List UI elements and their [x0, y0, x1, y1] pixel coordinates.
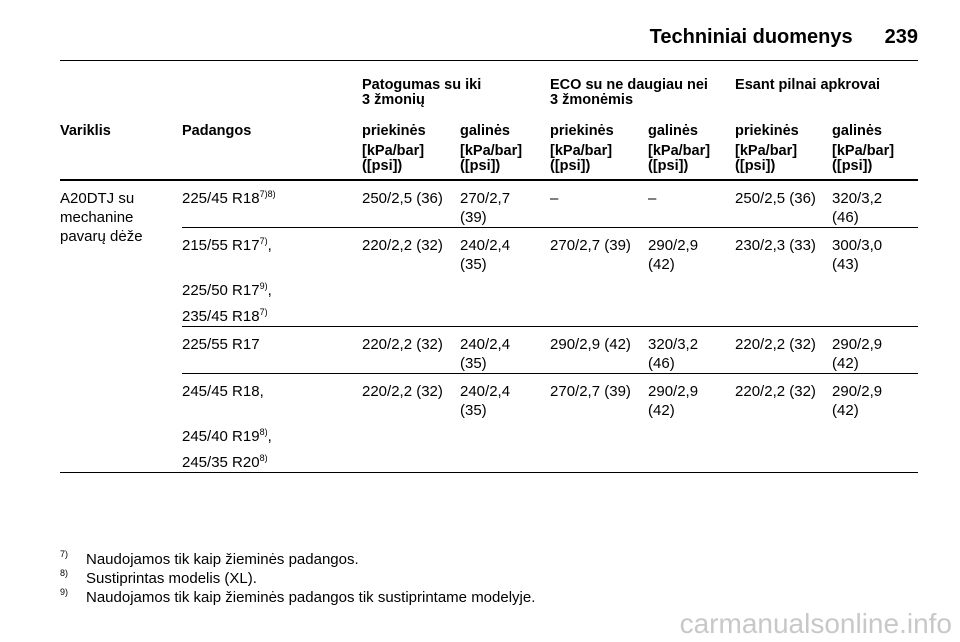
- footnote: 7) Naudojamos tik kaip žieminės padangos.: [60, 549, 359, 569]
- footnote-ref: 9): [259, 281, 268, 291]
- pressure-value: 270/2,7 (39): [460, 180, 551, 228]
- tire-size-text: 245/45 R18,: [182, 383, 264, 400]
- engine-cell: A20DTJ su mechanine pavarų dėže: [60, 180, 182, 473]
- page-number: 239: [884, 25, 918, 48]
- tire-size-text: 225/45 R18: [182, 190, 260, 207]
- pressure-value: –: [648, 180, 736, 228]
- header-row: Patogumas su iki 3 žmonių ECO su ne daugi…: [60, 78, 918, 124]
- group-header: Esant pilnai apkrovai: [735, 77, 881, 93]
- tire-size: 245/45 R18,: [182, 382, 362, 401]
- unit-header: [kPa/bar] ([psi]): [832, 144, 919, 181]
- empty-cell: [60, 78, 182, 124]
- footnote-ref: 8): [259, 453, 268, 463]
- footnote-ref: 7): [259, 236, 268, 246]
- table-row: 225/55 R17 220/2,2 (32) 240/2,4 (35) 290/2,…: [60, 326, 919, 374]
- column-header: priekinės: [735, 123, 799, 139]
- header-row: Variklis Padangos priekinės galinės priekinė…: [60, 124, 918, 144]
- tire-suffix: ,: [267, 428, 272, 445]
- footnote: 9) Naudojamos tik kaip žieminės padangos …: [60, 587, 536, 607]
- pressure-value: 250/2,5 (36): [362, 180, 460, 228]
- footnote-text: Sustiprintas modelis (XL).: [86, 570, 257, 587]
- page-header: Techniniai duomenys 239: [60, 14, 918, 61]
- tire-size-text: 225/55 R17: [182, 336, 260, 353]
- pressure-value: –: [550, 180, 649, 228]
- tire-suffix: ,: [267, 237, 272, 254]
- tire-cell: 225/55 R17: [182, 326, 362, 374]
- pressure-value: 290/2,9 (42): [648, 227, 736, 327]
- pressure-table: Patogumas su iki 3 žmonių ECO su ne daugi…: [60, 78, 919, 473]
- empty-cell: [182, 78, 362, 124]
- footnote-ref: 7): [259, 307, 268, 317]
- tire-size: 215/55 R177),: [182, 236, 362, 255]
- pressure-value: 240/2,4 (35): [460, 373, 551, 473]
- column-header: Padangos: [182, 123, 252, 139]
- footnote-ref: 8): [259, 427, 268, 437]
- table-row: 245/45 R18, 245/40 R198), 245/35 R208) 220/…: [60, 373, 919, 473]
- pressure-value: 290/2,9 (42): [832, 326, 919, 374]
- tire-size: 225/50 R179),: [182, 281, 362, 300]
- pressure-value: 290/2,9 (42): [648, 373, 736, 473]
- pressure-value: 290/2,9 (42): [832, 373, 919, 473]
- empty-cell: [182, 144, 362, 181]
- footnotes: 7) Naudojamos tik kaip žieminės padangos.…: [60, 550, 535, 607]
- unit-header: [kPa/bar] ([psi]): [735, 144, 833, 181]
- tire-size: 225/55 R17: [182, 335, 362, 354]
- tire-cell: 245/45 R18, 245/40 R198), 245/35 R208): [182, 373, 362, 473]
- pressure-value: 240/2,4 (35): [460, 227, 551, 327]
- tire-size: 245/40 R198),: [182, 427, 362, 446]
- column-header: galinės: [648, 123, 698, 139]
- tire-size: 225/45 R187)8): [182, 189, 362, 208]
- pressure-value: 240/2,4 (35): [460, 326, 551, 374]
- tire-size: 245/35 R208): [182, 453, 362, 472]
- footnote-text: Naudojamos tik kaip žieminės padangos ti…: [86, 589, 536, 606]
- tire-suffix: ,: [267, 282, 272, 299]
- footnote: 8) Sustiprintas modelis (XL).: [60, 568, 257, 588]
- pressure-value: 220/2,2 (32): [735, 373, 833, 473]
- pressure-value: 220/2,2 (32): [735, 326, 833, 374]
- pressure-value: 270/2,7 (39): [550, 227, 649, 327]
- empty-cell: [60, 144, 182, 181]
- tire-cell: 225/45 R187)8): [182, 180, 362, 228]
- pressure-value: 250/2,5 (36): [735, 180, 833, 228]
- tire-size-text: 245/35 R20: [182, 454, 260, 471]
- footnote-text: Naudojamos tik kaip žieminės padangos.: [86, 551, 359, 568]
- watermark: carmanualsonline.info: [679, 608, 952, 639]
- column-header: Variklis: [60, 123, 111, 139]
- pressure-value: 220/2,2 (32): [362, 227, 460, 327]
- tire-size: 235/45 R187): [182, 307, 362, 326]
- tire-size-text: 215/55 R17: [182, 237, 260, 254]
- header-title: Techniniai duomenys: [649, 25, 853, 48]
- unit-header: [kPa/bar] ([psi]): [648, 144, 736, 181]
- pressure-value: 290/2,9 (42): [550, 326, 649, 374]
- tire-size-text: 235/45 R18: [182, 308, 260, 325]
- unit-header: [kPa/bar] ([psi]): [460, 144, 551, 181]
- tire-size-text: 225/50 R17: [182, 282, 260, 299]
- table-row: 215/55 R177), 225/50 R179), 235/45 R187) 22…: [60, 227, 919, 327]
- column-header: galinės: [832, 123, 882, 139]
- table-row: A20DTJ su mechanine pavarų dėže 225/45 R1…: [60, 180, 919, 473]
- column-header: priekinės: [550, 123, 614, 139]
- pressure-value: 220/2,2 (32): [362, 326, 460, 374]
- group-header: Patogumas su iki 3 žmonių: [362, 77, 482, 108]
- pressure-value: 220/2,2 (32): [362, 373, 460, 473]
- footnote-ref: 7)8): [259, 189, 276, 199]
- unit-header: [kPa/bar] ([psi]): [550, 144, 649, 181]
- unit-header: [kPa/bar] ([psi]): [362, 144, 460, 181]
- pressure-value: 320/3,2 (46): [832, 180, 919, 228]
- group-header: ECO su ne daugiau nei 3 žmonėmis: [550, 77, 708, 108]
- tire-size-text: 245/40 R19: [182, 428, 260, 445]
- pressure-value: 320/3,2 (46): [648, 326, 736, 374]
- column-header: priekinės: [362, 123, 426, 139]
- pressure-value: 230/2,3 (33): [735, 227, 833, 327]
- pressure-value: 300/3,0 (43): [832, 227, 919, 327]
- column-header: galinės: [460, 123, 510, 139]
- pressure-value: 270/2,7 (39): [550, 373, 649, 473]
- tire-cell: 215/55 R177), 225/50 R179), 235/45 R187): [182, 227, 362, 327]
- header-row: [kPa/bar] ([psi]) [kPa/bar] ([psi]) [kPa/b…: [60, 144, 919, 181]
